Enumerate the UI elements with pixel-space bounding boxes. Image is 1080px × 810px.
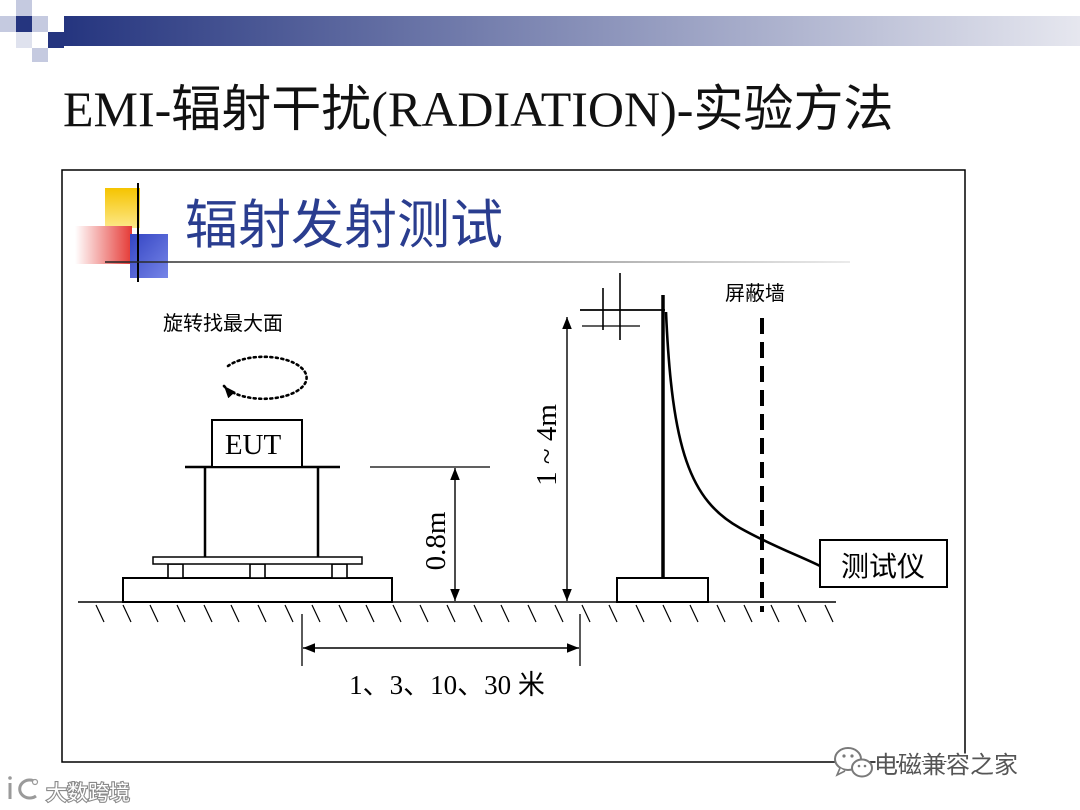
eut-box bbox=[211, 419, 303, 468]
pattern-square bbox=[32, 48, 48, 62]
rotation-arrow bbox=[222, 355, 308, 401]
turntable-base bbox=[122, 577, 393, 603]
panel-heading: 辐射发射测试 bbox=[185, 195, 503, 256]
turntable-plate bbox=[152, 556, 363, 565]
distance-label: 1、3、10、30 米 bbox=[349, 670, 545, 700]
wechat-icon bbox=[834, 747, 873, 778]
antenna-height-label: 1 ~ 4m bbox=[531, 404, 563, 486]
pattern-square bbox=[16, 32, 32, 48]
watermark-right: 电磁兼容之家 bbox=[874, 751, 1018, 779]
turntable-foot bbox=[167, 563, 184, 579]
antenna bbox=[580, 273, 709, 603]
instrument-label: 测试仪 bbox=[841, 550, 925, 583]
pattern-square bbox=[32, 16, 48, 32]
pattern-square bbox=[0, 16, 16, 32]
turntable-foot bbox=[331, 563, 348, 579]
pattern-square bbox=[48, 32, 64, 48]
pattern-square bbox=[16, 0, 32, 16]
shield-wall-label: 屏蔽墙 bbox=[725, 281, 785, 305]
yellow-square bbox=[105, 188, 140, 228]
red-square bbox=[75, 226, 132, 264]
brand-logo-icon bbox=[8, 776, 39, 800]
antenna-base bbox=[616, 577, 709, 603]
turntable bbox=[122, 556, 393, 603]
turntable-foot bbox=[249, 563, 266, 579]
antenna-cable bbox=[664, 311, 821, 568]
ground-hatch bbox=[95, 604, 834, 623]
instrument-box bbox=[819, 539, 948, 588]
rotate-label: 旋转找最大面 bbox=[163, 311, 283, 335]
slide-title: EMI-辐射干扰(RADIATION)-实验方法 bbox=[63, 81, 893, 137]
title-bar bbox=[64, 16, 1080, 46]
eut-label: EUT bbox=[225, 429, 282, 461]
panel-heading-decoration bbox=[75, 183, 850, 282]
table-height-label: 0.8m bbox=[420, 511, 452, 570]
corner-pattern bbox=[0, 0, 64, 62]
pattern-square bbox=[16, 16, 32, 32]
blue-square bbox=[130, 234, 168, 278]
watermark-left: 大数跨境 bbox=[46, 781, 130, 805]
